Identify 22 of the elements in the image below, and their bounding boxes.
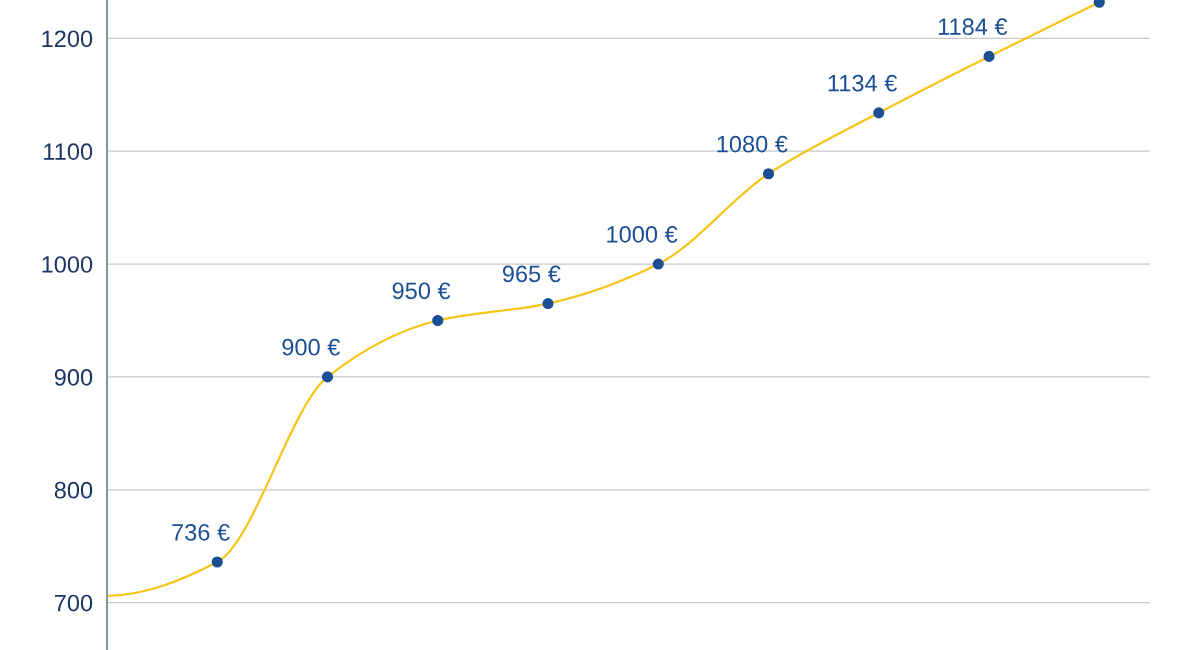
point xyxy=(762,168,775,180)
point xyxy=(983,50,995,62)
point xyxy=(873,107,885,119)
y-tick-label: 1000 xyxy=(42,256,93,273)
data-label: 1000 € xyxy=(607,226,678,243)
y-tick-label: 1100 xyxy=(44,143,93,160)
data-label: 1184 € xyxy=(938,18,1008,36)
y-tick-label: 700 xyxy=(54,594,93,612)
data-label: 1134 € xyxy=(828,74,898,92)
point xyxy=(321,371,334,383)
data-label: 900 € xyxy=(282,338,341,356)
data-label: 965 € xyxy=(502,265,561,283)
y-tick-label: 1200 xyxy=(42,30,93,48)
y-tick-label: 900 xyxy=(54,368,93,386)
y-tick-label: 800 xyxy=(54,481,93,499)
point xyxy=(652,258,664,270)
data-label: 1080 € xyxy=(717,135,788,153)
data-label: 736 € xyxy=(172,523,230,541)
point xyxy=(542,298,554,310)
data-label: 950 € xyxy=(392,282,451,300)
point xyxy=(211,556,223,568)
point xyxy=(432,314,444,327)
